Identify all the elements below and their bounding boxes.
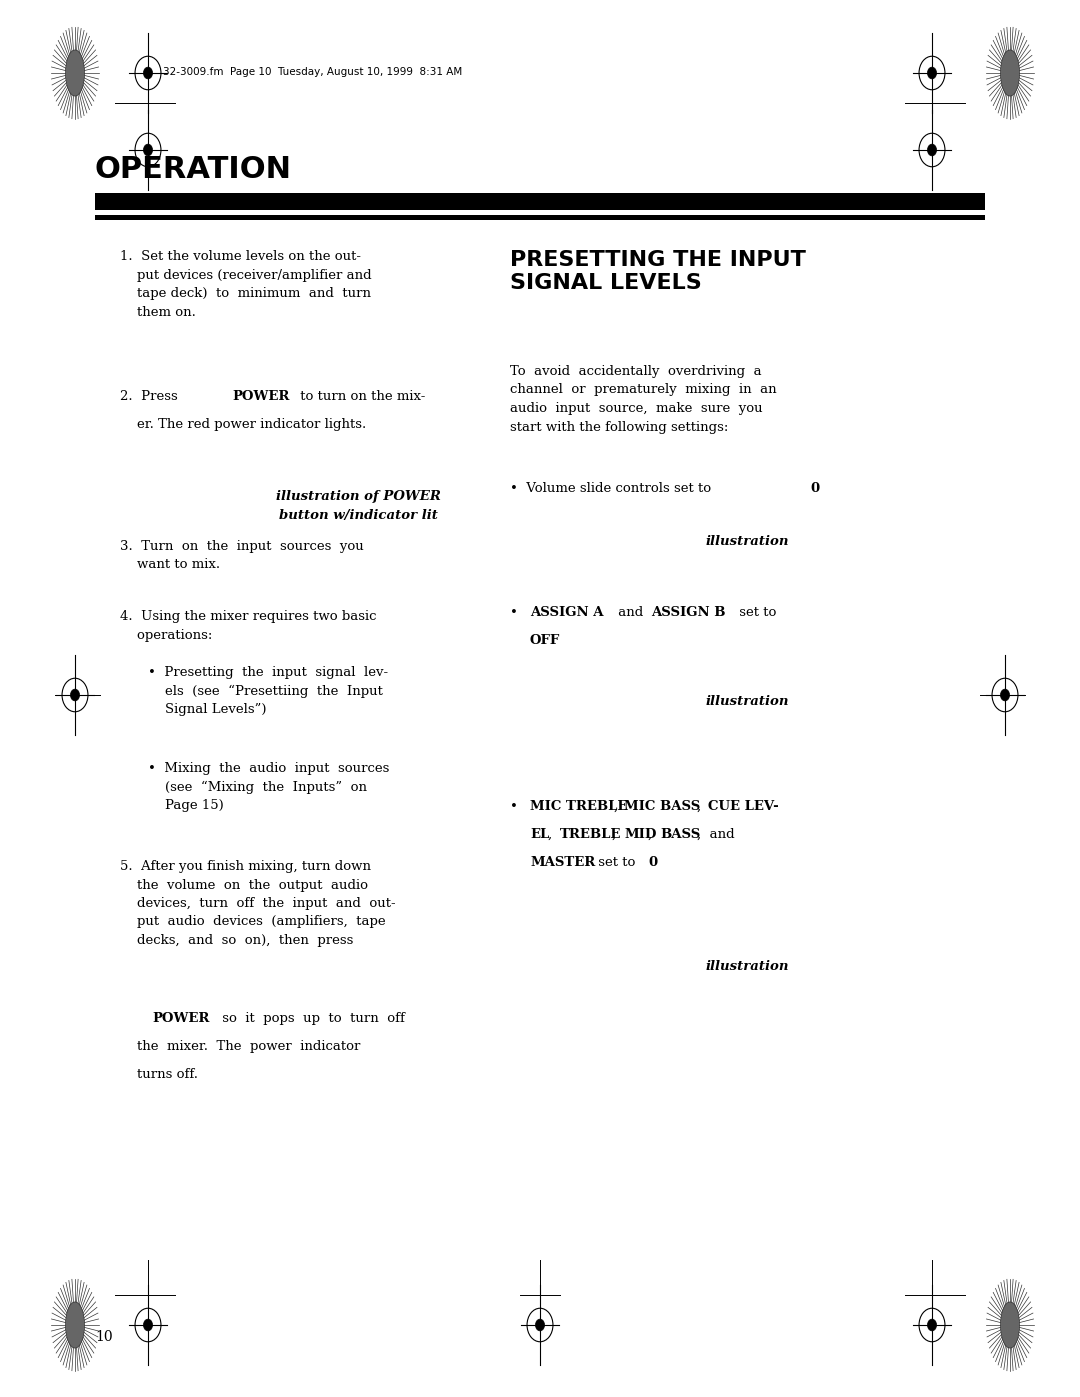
Text: ,: , — [697, 800, 705, 813]
Text: er. The red power indicator lights.: er. The red power indicator lights. — [120, 418, 366, 432]
Text: 10: 10 — [95, 1330, 112, 1344]
Text: and: and — [615, 606, 648, 619]
Text: illustration: illustration — [705, 960, 789, 972]
Ellipse shape — [1000, 1302, 1020, 1348]
Text: 0: 0 — [810, 482, 819, 495]
Text: •  Mixing  the  audio  input  sources
    (see  “Mixing  the  Inputs”  on
    Pa: • Mixing the audio input sources (see “M… — [148, 761, 390, 813]
Ellipse shape — [66, 1302, 84, 1348]
Text: ,: , — [612, 828, 624, 841]
Circle shape — [928, 67, 936, 78]
Text: •  Presetting  the  input  signal  lev-
    els  (see  “Presettiing  the  Input
: • Presetting the input signal lev- els (… — [148, 666, 388, 717]
Text: 32-3009.fm  Page 10  Tuesday, August 10, 1999  8:31 AM: 32-3009.fm Page 10 Tuesday, August 10, 1… — [163, 67, 462, 77]
Text: TREBLE: TREBLE — [561, 828, 621, 841]
Bar — [95, 215, 985, 219]
Ellipse shape — [1000, 50, 1020, 96]
Text: MID: MID — [624, 828, 657, 841]
Text: 0: 0 — [648, 856, 657, 869]
Text: so  it  pops  up  to  turn  off: so it pops up to turn off — [218, 1011, 405, 1025]
Circle shape — [928, 1319, 936, 1331]
Text: •: • — [510, 800, 526, 813]
Circle shape — [928, 144, 936, 156]
Text: ,  and: , and — [697, 828, 734, 841]
Bar — [95, 193, 985, 210]
Text: illustration of POWER
button w/indicator lit: illustration of POWER button w/indicator… — [275, 490, 441, 521]
Text: 1.  Set the volume levels on the out-
    put devices (receiver/amplifier and
  : 1. Set the volume levels on the out- put… — [120, 250, 372, 319]
Text: EL: EL — [530, 828, 550, 841]
Text: set to: set to — [594, 856, 639, 869]
Text: ,: , — [615, 800, 622, 813]
Text: to turn on the mix-: to turn on the mix- — [296, 390, 426, 402]
Text: CUE LEV-: CUE LEV- — [708, 800, 779, 813]
Text: OPERATION: OPERATION — [95, 155, 292, 184]
Text: ASSIGN B: ASSIGN B — [651, 606, 726, 619]
Text: 3.  Turn  on  the  input  sources  you
    want to mix.: 3. Turn on the input sources you want to… — [120, 541, 364, 571]
Circle shape — [144, 67, 152, 78]
Circle shape — [144, 144, 152, 156]
Text: ,: , — [648, 828, 661, 841]
Text: 2.  Press: 2. Press — [120, 390, 183, 402]
Circle shape — [536, 1319, 544, 1331]
Text: To  avoid  accidentally  overdriving  a
channel  or  prematurely  mixing  in  an: To avoid accidentally overdriving a chan… — [510, 365, 777, 433]
Text: POWER: POWER — [152, 1011, 210, 1025]
Circle shape — [70, 689, 80, 701]
Text: set to: set to — [735, 606, 777, 619]
Text: MASTER: MASTER — [530, 856, 595, 869]
Text: •  Volume slide controls set to: • Volume slide controls set to — [510, 482, 715, 495]
Text: MIC TREBLE: MIC TREBLE — [530, 800, 627, 813]
Circle shape — [1000, 689, 1010, 701]
Text: •: • — [510, 606, 526, 619]
Text: MIC BASS: MIC BASS — [624, 800, 700, 813]
Ellipse shape — [66, 50, 84, 96]
Text: turns off.: turns off. — [120, 1067, 198, 1081]
Text: BASS: BASS — [660, 828, 700, 841]
Text: illustration: illustration — [705, 535, 789, 548]
Text: 4.  Using the mixer requires two basic
    operations:: 4. Using the mixer requires two basic op… — [120, 610, 377, 641]
Text: the  mixer.  The  power  indicator: the mixer. The power indicator — [120, 1039, 361, 1053]
Text: POWER: POWER — [232, 390, 289, 402]
Text: OFF: OFF — [530, 634, 561, 647]
Text: ,: , — [548, 828, 561, 841]
Text: 5.  After you finish mixing, turn down
    the  volume  on  the  output  audio
 : 5. After you finish mixing, turn down th… — [120, 861, 395, 947]
Text: ASSIGN A: ASSIGN A — [530, 606, 604, 619]
Circle shape — [144, 1319, 152, 1331]
Text: illustration: illustration — [705, 694, 789, 708]
Text: PRESETTING THE INPUT
SIGNAL LEVELS: PRESETTING THE INPUT SIGNAL LEVELS — [510, 250, 806, 293]
